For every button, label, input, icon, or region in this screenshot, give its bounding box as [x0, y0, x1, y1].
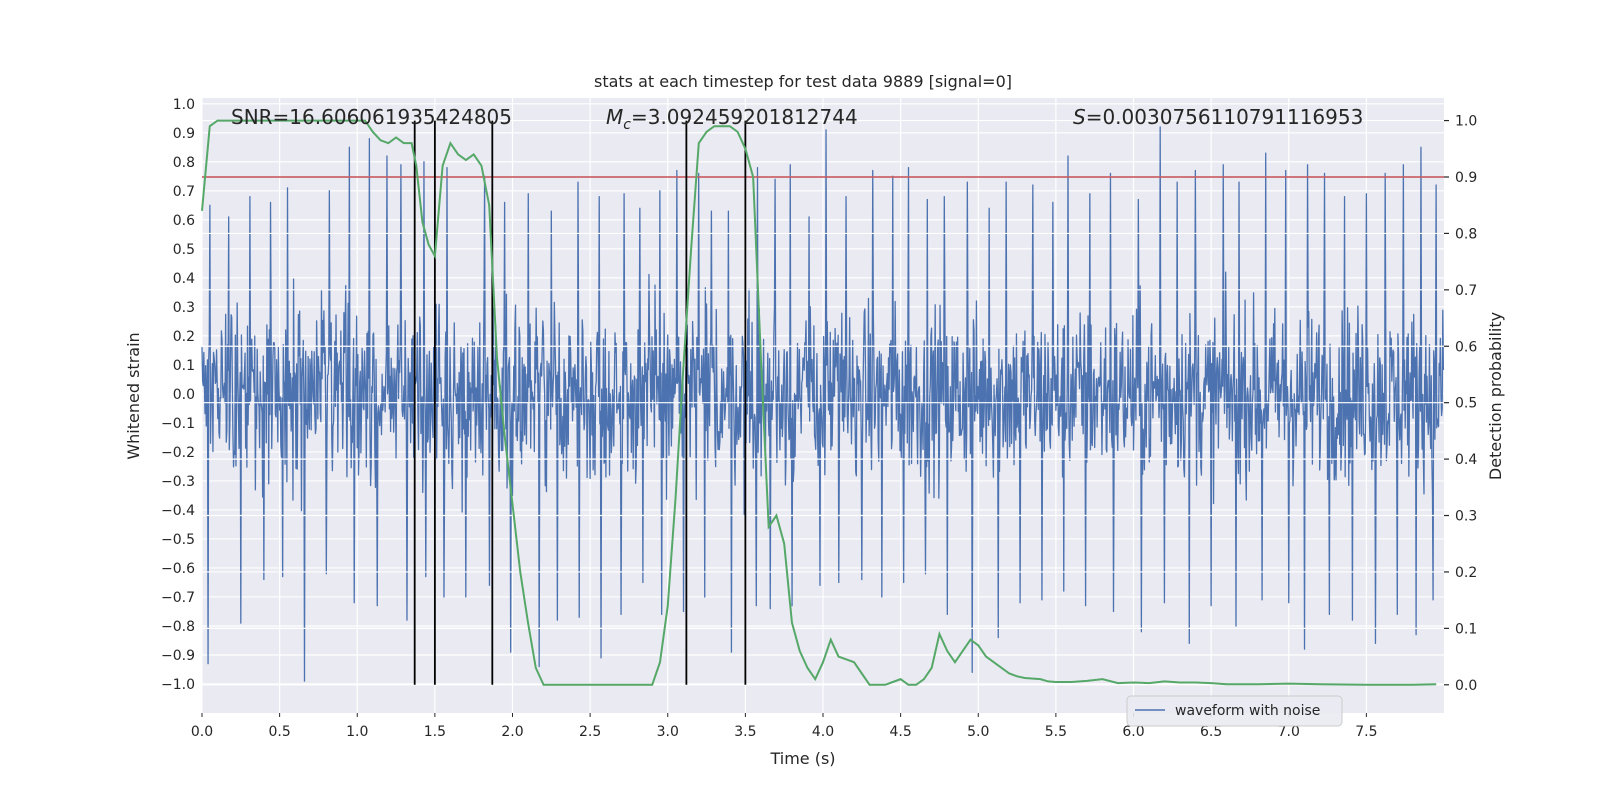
x-tick-label: 0.0	[191, 724, 213, 740]
right-y-tick-label: 0.5	[1455, 396, 1477, 412]
right-y-tick-label: 0.8	[1455, 226, 1477, 242]
right-y-tick-label: 0.0	[1455, 678, 1477, 694]
x-tick-label: 0.5	[268, 724, 290, 740]
x-tick-label: 1.0	[346, 724, 368, 740]
chirp-mass-symbol: M	[606, 105, 623, 129]
y-tick-label: −0.9	[161, 648, 195, 664]
right-y-tick-label: 0.3	[1455, 509, 1477, 525]
chart-title: stats at each timestep for test data 988…	[594, 72, 1012, 91]
x-tick-label: 2.5	[579, 724, 601, 740]
x-tick-label: 5.0	[967, 724, 989, 740]
y-tick-label: −0.8	[161, 619, 195, 635]
x-tick-label: 6.5	[1200, 724, 1222, 740]
chirp-mass-annotation: Mc=3.092459201812744	[606, 105, 858, 133]
y-tick-label: −0.4	[161, 503, 195, 519]
x-tick-label: 4.0	[812, 724, 834, 740]
x-axis-label: Time (s)	[769, 749, 835, 768]
waveform-series	[201, 126, 1445, 682]
right-grid-lines	[202, 119, 1444, 686]
legend-box	[1126, 695, 1343, 727]
x-tick-label: 2.0	[501, 724, 523, 740]
right-y-tick-label: 0.9	[1455, 170, 1477, 186]
y-tick-label: 0.0	[173, 387, 195, 403]
detection-probability-line	[201, 119, 1437, 686]
s-value: =0.0030756110791116953	[1086, 105, 1364, 129]
right-y-tick-label: 0.4	[1455, 452, 1477, 468]
y-tick-label: 0.9	[173, 126, 195, 142]
y-tick-label: −0.2	[161, 445, 195, 461]
snr-annotation: SNR=16.606061935424805	[231, 105, 512, 129]
y-tick-label: 0.8	[173, 155, 195, 171]
marker-lines	[202, 120, 1444, 685]
x-tick-label: 6.0	[1122, 724, 1144, 740]
right-y-axis-label: Detection probability	[1486, 312, 1505, 480]
y-tick-label: 0.6	[173, 213, 195, 229]
x-tick-label: 1.5	[424, 724, 446, 740]
y-tick-label: −0.7	[161, 590, 195, 606]
waveform-line	[201, 126, 1445, 682]
chirp-mass-value: =3.092459201812744	[631, 105, 858, 129]
y-tick-label: 0.7	[173, 184, 195, 200]
y-tick-label: 0.5	[173, 242, 195, 258]
s-annotation: S=0.0030756110791116953	[1073, 105, 1363, 129]
y-tick-label: −0.3	[161, 474, 195, 490]
right-y-tick-label: 0.2	[1455, 565, 1477, 581]
y-axis-label: Whitened strain	[124, 332, 143, 459]
right-y-tick-label: 0.7	[1455, 283, 1477, 299]
y-tick-label: −0.1	[161, 416, 195, 432]
y-tick-label: 1.0	[173, 97, 195, 113]
y-tick-label: −1.0	[161, 677, 195, 693]
y-axis-ticks: 1.0 0.9 0.8 0.7 0.6 0.5 0.4 0.3 0.2 0.1 0.0 −0.1 −0.…	[161, 97, 195, 693]
y-tick-label: −0.5	[161, 532, 195, 548]
y-tick-label: −0.6	[161, 561, 195, 577]
chirp-mass-subscript: c	[623, 117, 631, 133]
y-tick-label: 0.1	[173, 358, 195, 374]
legend-label: waveform with noise	[1175, 703, 1320, 719]
right-y-axis-ticks: 1.0 0.9 0.8 0.7 0.6 0.5 0.4 0.3 0.2 0.1 0.0	[1444, 114, 1477, 694]
y-tick-label: 0.2	[173, 329, 195, 345]
x-tick-label: 5.5	[1045, 724, 1067, 740]
right-y-tick-label: 0.1	[1455, 621, 1477, 637]
right-y-tick-label: 0.6	[1455, 339, 1477, 355]
y-tick-label: 0.3	[173, 300, 195, 316]
x-axis-ticks: 0.0 0.5 1.0 1.5 2.0 2.5 3.0 3.5 4.0 4.5 5.0 5.5 6.0 6…	[191, 713, 1378, 740]
x-tick-label: 3.0	[657, 724, 679, 740]
x-tick-label: 7.0	[1278, 724, 1300, 740]
x-tick-label: 3.5	[734, 724, 756, 740]
legend: waveform with noise	[1126, 695, 1343, 727]
x-tick-label: 4.5	[889, 724, 911, 740]
y-tick-label: 0.4	[173, 271, 195, 287]
x-tick-label: 7.5	[1355, 724, 1377, 740]
right-y-tick-label: 1.0	[1455, 114, 1477, 130]
s-symbol: S	[1073, 105, 1086, 129]
